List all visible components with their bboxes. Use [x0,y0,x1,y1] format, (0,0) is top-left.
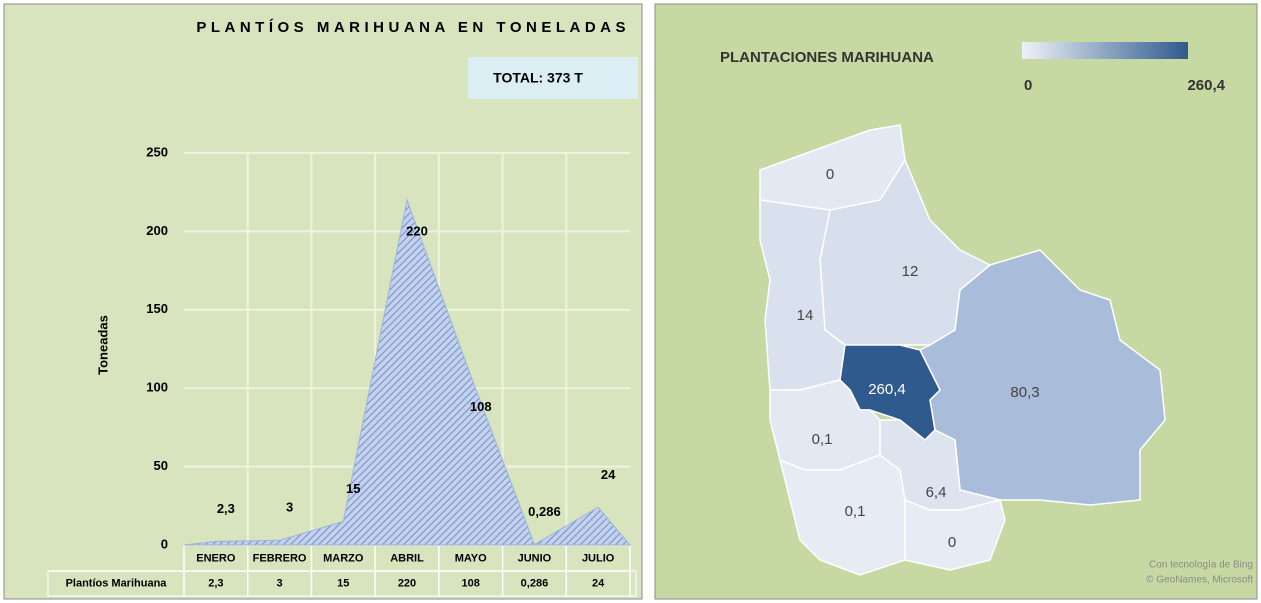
chart-panel: PLANTÍOS MARIHUANA EN TONELADAS TOTAL: 3… [3,3,643,600]
table-value: 0,286 [521,577,549,589]
chart-title: PLANTÍOS MARIHUANA EN TONELADAS [196,19,630,36]
legend-entry: Plantíos Marihuana [66,577,168,589]
x-tick-label: MAYO [455,552,487,564]
y-tick-label: 50 [154,458,168,473]
table-value: 3 [277,577,283,589]
x-tick-label: ENERO [196,552,236,564]
total-label: TOTAL: 373 T [493,70,583,86]
data-label: 15 [346,481,360,496]
chart-background [3,3,643,600]
y-tick-label: 250 [146,144,168,159]
region-label: 12 [902,263,919,280]
data-label: 220 [406,223,428,238]
region-label: 0 [826,166,834,183]
table-value: 220 [398,577,416,589]
data-label: 2,3 [217,501,235,516]
region-label: 0,1 [845,503,866,520]
region [904,498,1006,571]
data-label: 108 [470,399,492,414]
region-label: 6,4 [926,484,947,501]
map-panel: PLANTACIONES MARIHUANA 0 260,4 0 12 14 2… [654,3,1258,600]
total-box [468,57,638,99]
table-value: 2,3 [208,577,223,589]
legend-max: 260,4 [1187,77,1225,94]
y-tick-label: 150 [146,301,168,316]
x-tick-label: MARZO [323,552,364,564]
region [918,249,1166,506]
y-tick-label: 100 [146,380,168,395]
x-tick-label: ABRIL [390,552,424,564]
x-tick-label: JUNIO [518,552,552,564]
y-tick-label: 0 [161,536,168,551]
region-label: 260,4 [868,381,906,398]
table-value: 15 [337,577,349,589]
credit: © GeoNames, Microsoft [1146,575,1253,586]
y-tick-label: 200 [146,223,168,238]
regions [759,124,1166,576]
legend-min: 0 [1024,77,1032,94]
region-label: 0,1 [812,431,833,448]
data-label: 24 [601,467,616,482]
data-label: 0,286 [528,504,561,519]
data-label: 3 [286,500,293,515]
region-label: 14 [797,307,814,324]
x-tick-label: JULIO [582,552,615,564]
legend-gradient [1022,42,1188,59]
y-axis-label: Toneadas [95,315,110,375]
table-value: 24 [592,577,605,589]
credit: Con tecnología de Bing [1149,560,1253,571]
table-value: 108 [462,577,480,589]
region-label: 0 [948,534,956,551]
legend-title: PLANTACIONES MARIHUANA [720,49,934,66]
area [183,198,632,546]
x-tick-label: FEBRERO [253,552,307,564]
region-label: 80,3 [1010,384,1039,401]
